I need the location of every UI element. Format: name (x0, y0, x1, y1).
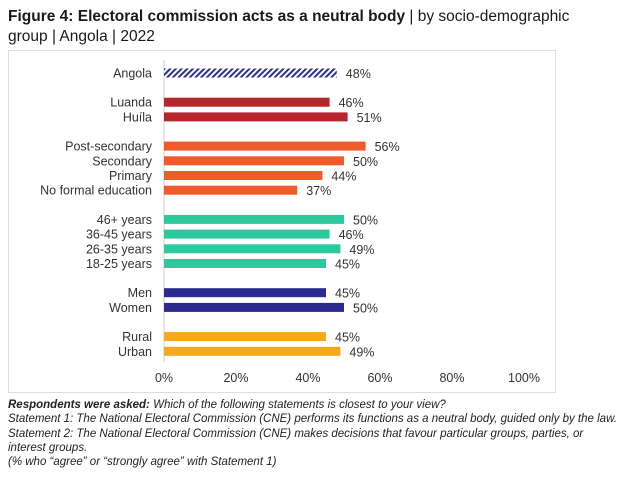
value-label: 49% (349, 243, 374, 257)
category-label: Luanda (110, 96, 152, 110)
x-tick-label: 20% (223, 371, 248, 385)
bar-education (164, 185, 298, 195)
category-label: Post-secondary (65, 140, 153, 154)
bar-age (164, 259, 326, 268)
x-tick-label: 0% (155, 371, 173, 385)
statement-1: Statement 1: The National Electoral Comm… (8, 413, 617, 426)
value-label: 49% (349, 345, 374, 359)
value-label: 45% (335, 331, 360, 345)
category-label: No formal education (40, 184, 152, 198)
statement-2: Statement 2: The National Electoral Comm… (8, 427, 584, 454)
x-tick-label: 100% (508, 371, 540, 385)
value-label: 56% (375, 140, 400, 154)
title-subtitle: | by socio-demographic group | Angola | … (8, 8, 570, 45)
value-label: 48% (346, 67, 371, 81)
x-tick-label: 60% (367, 371, 392, 385)
value-label: 44% (331, 170, 356, 184)
category-label: Primary (109, 169, 153, 183)
category-label: Women (109, 301, 152, 315)
value-label: 37% (306, 184, 331, 198)
question-line: Respondents were asked: Which of the fol… (8, 398, 618, 412)
x-tick-label: 80% (439, 371, 464, 385)
measure-note: (% who “agree” or “strongly agree” with … (8, 456, 277, 469)
question-text: Which of the following statements is clo… (149, 399, 446, 411)
value-label: 51% (357, 111, 382, 125)
value-label: 45% (335, 287, 360, 301)
bar-education (164, 141, 366, 151)
chart-notes: Respondents were asked: Which of the fol… (8, 398, 618, 469)
category-label: Angola (113, 67, 152, 81)
value-label: 50% (353, 155, 378, 169)
chart-frame (8, 50, 556, 393)
bar-gender (164, 288, 326, 298)
bar-overall (164, 68, 337, 78)
category-label: 26-35 years (86, 242, 152, 256)
value-label: 46% (339, 96, 364, 110)
bar-education (164, 171, 323, 180)
bar-gender (164, 302, 344, 312)
bar-chart: Angola 48% Luanda 46% Huíla 51% Post-secondary… (40, 60, 540, 385)
category-label: Men (128, 286, 152, 300)
bar-education (164, 156, 344, 166)
bar-age (164, 214, 344, 224)
figure-title: Figure 4: Electoral commission acts as a… (8, 7, 608, 47)
category-label: Secondary (92, 154, 153, 168)
value-label: 45% (335, 258, 360, 272)
category-label: 36-45 years (86, 228, 152, 242)
x-tick-label: 40% (295, 371, 320, 385)
category-label: Huíla (123, 110, 152, 124)
bar-location (164, 346, 341, 356)
value-label: 50% (353, 301, 378, 315)
title-bold: Figure 4: Electoral commission acts as a… (8, 8, 406, 25)
category-label: 18-25 years (86, 257, 152, 271)
category-label: Rural (122, 330, 152, 344)
bar-location (164, 332, 326, 342)
bar-region (164, 112, 348, 122)
bar-region (164, 97, 330, 107)
bar-age (164, 229, 330, 239)
category-label: 46+ years (97, 213, 152, 227)
asked-label: Respondents were asked: (8, 399, 150, 411)
bar-age (164, 244, 341, 254)
value-label: 46% (339, 228, 364, 242)
category-label: Urban (118, 345, 152, 359)
value-label: 50% (353, 213, 378, 227)
